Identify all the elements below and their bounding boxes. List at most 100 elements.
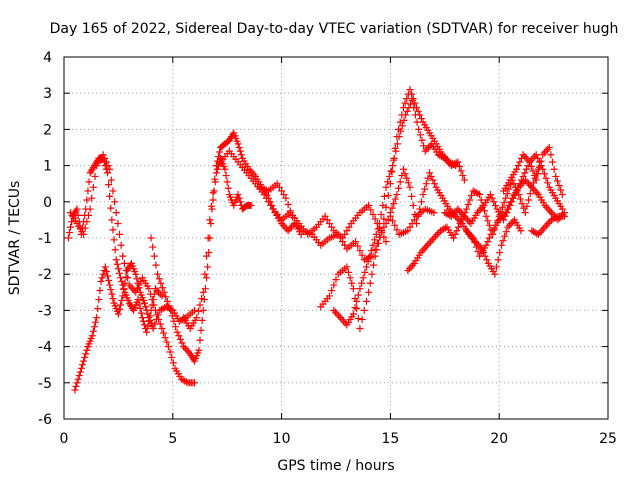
data-point (503, 190, 511, 198)
data-point (141, 321, 149, 329)
data-point (404, 227, 412, 235)
data-point (160, 329, 168, 337)
data-point (73, 379, 81, 387)
data-point (424, 144, 432, 151)
data-point (476, 191, 484, 199)
data-point (533, 189, 541, 197)
data-point (234, 191, 242, 199)
data-point (111, 198, 119, 206)
data-point (415, 125, 423, 133)
data-point (520, 204, 528, 212)
data-point (165, 302, 173, 310)
data-point (279, 221, 287, 229)
data-point (125, 281, 133, 289)
data-point (543, 203, 551, 211)
data-point (547, 151, 555, 159)
data-point (358, 279, 366, 287)
data-point (136, 305, 144, 313)
data-point (423, 145, 431, 153)
data-point (482, 212, 490, 220)
data-point (77, 364, 85, 372)
data-point (334, 230, 342, 238)
data-point (149, 325, 157, 332)
data-point (372, 230, 380, 238)
data-point (99, 151, 107, 159)
data-point (155, 275, 163, 283)
y-tick-label: -1 (38, 231, 52, 247)
data-point (78, 361, 86, 369)
data-point (150, 301, 158, 309)
data-point (191, 379, 199, 387)
data-point (133, 275, 141, 283)
data-point (109, 295, 117, 303)
data-point (113, 260, 121, 268)
data-point (107, 204, 115, 212)
data-point (160, 288, 168, 296)
data-point (286, 207, 294, 215)
data-point (287, 223, 295, 231)
data-point (451, 230, 459, 238)
data-point (540, 170, 548, 178)
data-point (492, 263, 500, 271)
data-point (133, 285, 141, 293)
data-point (111, 246, 119, 254)
data-point (497, 241, 505, 249)
data-point (475, 207, 483, 215)
data-point (209, 189, 217, 197)
data-point (209, 196, 217, 204)
data-point (420, 245, 428, 253)
x-tick-label: 5 (168, 431, 177, 447)
data-point (288, 213, 296, 221)
data-point (98, 274, 106, 282)
y-tick-label: 0 (43, 195, 52, 211)
data-point (146, 290, 154, 298)
data-point (144, 310, 152, 318)
data-point (382, 203, 390, 211)
data-point (420, 142, 428, 150)
data-point (168, 353, 176, 361)
data-point (262, 194, 270, 202)
data-point (465, 218, 473, 226)
data-point (89, 327, 97, 335)
data-point (542, 147, 550, 155)
data-point (529, 167, 537, 175)
data-point (384, 216, 392, 224)
data-point (80, 357, 88, 365)
data-point (358, 315, 366, 323)
data-point (349, 285, 357, 293)
data-point (356, 285, 364, 293)
data-point (135, 300, 143, 308)
data-point (536, 229, 544, 237)
data-point (393, 226, 401, 234)
data-point (275, 183, 283, 191)
data-point (148, 296, 156, 304)
data-point (354, 242, 362, 250)
x-tick-label: 0 (60, 431, 69, 447)
data-point (387, 167, 395, 175)
data-point (408, 192, 416, 200)
data-point (403, 95, 411, 103)
data-point (453, 227, 461, 235)
data-point (145, 285, 153, 293)
data-point (122, 267, 130, 275)
series-track-8 (317, 86, 460, 332)
data-point (157, 279, 165, 287)
data-point (162, 293, 170, 301)
data-point (485, 234, 493, 242)
data-point (484, 217, 492, 225)
y-tick-label: 1 (43, 159, 52, 175)
data-point (199, 306, 207, 314)
data-point (181, 377, 189, 385)
data-point (496, 248, 504, 256)
data-point (236, 147, 244, 155)
data-point (108, 290, 116, 298)
data-point (358, 251, 366, 259)
data-point (471, 239, 479, 247)
data-point (440, 225, 448, 233)
data-point (537, 157, 545, 165)
data-point (370, 261, 378, 269)
data-point (484, 238, 492, 246)
data-point (163, 297, 171, 305)
data-point (83, 196, 91, 204)
data-point (517, 227, 525, 235)
